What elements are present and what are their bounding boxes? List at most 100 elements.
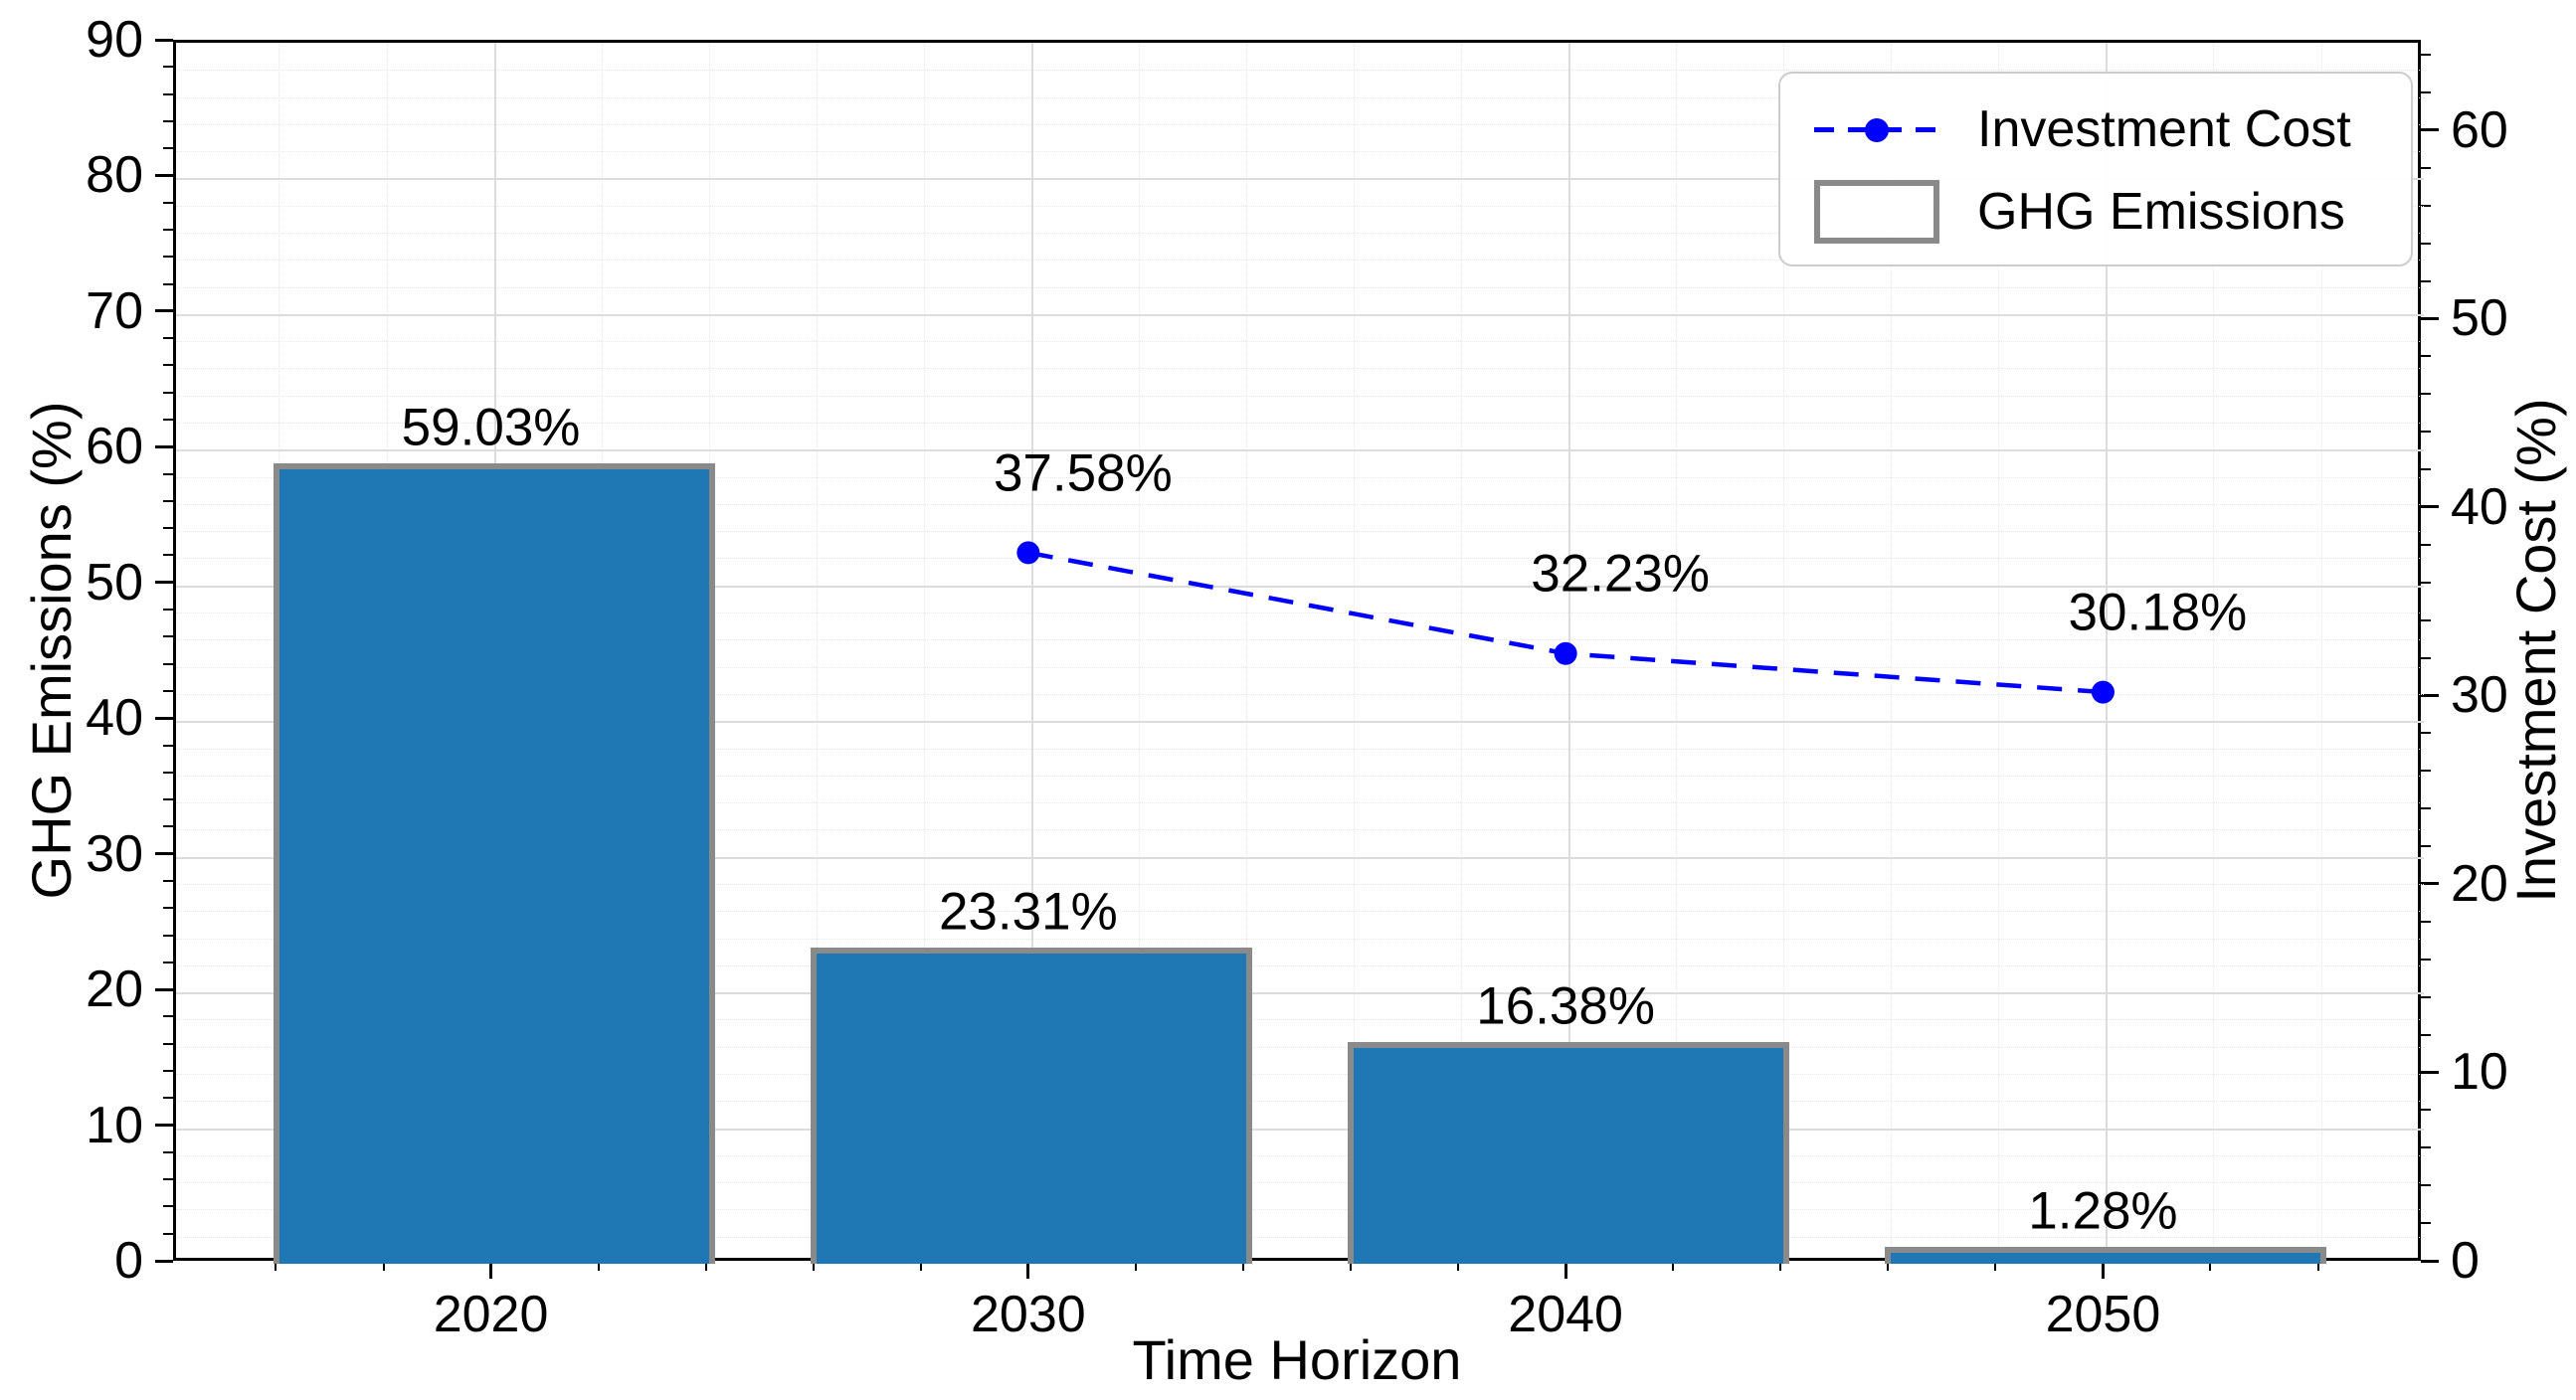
major-gridline-h: [176, 1128, 2424, 1131]
minor-gridline-h: [176, 1073, 2424, 1075]
legend-label-investment-cost: Investment Cost: [1977, 100, 2351, 158]
x-minor-tick: [1457, 1261, 1460, 1271]
x-minor-tick: [812, 1261, 815, 1271]
x-minor-tick: [1241, 1261, 1244, 1271]
x-minor-tick: [1994, 1261, 1997, 1271]
minor-gridline-v: [923, 43, 925, 1264]
minor-gridline-v: [1783, 43, 1785, 1264]
right-minor-tick: [2421, 1109, 2431, 1112]
minor-gridline-h: [176, 883, 2424, 885]
right-minor-tick: [2421, 920, 2431, 923]
right-major-tick: [2421, 128, 2439, 132]
x-minor-tick: [1779, 1261, 1782, 1271]
minor-gridline-h: [176, 395, 2424, 397]
minor-gridline-h: [176, 775, 2424, 777]
major-gridline-v: [1030, 43, 1033, 1264]
major-gridline-v: [2106, 43, 2109, 1264]
left-minor-tick: [163, 689, 173, 692]
minor-gridline-h: [176, 666, 2424, 668]
major-gridline-h: [176, 856, 2424, 859]
x-tick-label-2050: 2050: [2045, 1286, 2161, 1343]
right-tick-label-60: 60: [2451, 100, 2508, 159]
right-minor-tick: [2421, 355, 2431, 358]
right-minor-tick: [2421, 1184, 2431, 1187]
x-minor-tick: [1672, 1261, 1675, 1271]
minor-gridline-h: [176, 802, 2424, 804]
x-major-tick: [1026, 1261, 1030, 1279]
right-major-tick: [2421, 693, 2439, 697]
line-marker-2050: [2091, 680, 2115, 704]
left-minor-tick: [163, 229, 173, 232]
minor-gridline-h: [176, 693, 2424, 695]
left-tick-label-10: 10: [86, 1096, 143, 1154]
right-minor-tick: [2421, 845, 2431, 848]
minor-gridline-h: [176, 1182, 2424, 1184]
minor-gridline-h: [176, 503, 2424, 505]
minor-gridline-v: [1245, 43, 1247, 1264]
left-tick-label-80: 80: [86, 146, 143, 205]
minor-gridline-h: [176, 1046, 2424, 1048]
left-major-tick: [155, 581, 173, 585]
left-minor-tick: [163, 1097, 173, 1100]
minor-gridline-h: [176, 260, 2424, 262]
minor-gridline-h: [176, 286, 2424, 288]
x-minor-tick: [2316, 1261, 2319, 1271]
minor-gridline-h: [176, 1209, 2424, 1211]
legend-item-ghg-emissions: GHG Emissions: [1814, 180, 2377, 245]
minor-gridline-h: [176, 531, 2424, 533]
minor-gridline-h: [176, 938, 2424, 940]
x-tick-label-2020: 2020: [433, 1286, 549, 1343]
left-minor-tick: [163, 1150, 173, 1153]
left-major-tick: [155, 1124, 173, 1128]
left-minor-tick: [163, 609, 173, 612]
left-major-tick: [155, 444, 173, 448]
right-major-tick: [2421, 882, 2439, 886]
x-tick-label-2040: 2040: [1508, 1286, 1623, 1343]
x-minor-tick: [1350, 1261, 1353, 1271]
left-minor-tick: [163, 554, 173, 557]
left-minor-tick: [163, 771, 173, 774]
right-minor-tick: [2421, 54, 2431, 57]
minor-gridline-h: [176, 1154, 2424, 1156]
right-minor-tick: [2421, 431, 2431, 434]
right-major-tick: [2421, 505, 2439, 509]
left-tick-label-30: 30: [86, 824, 143, 883]
minor-gridline-v: [1998, 43, 2000, 1264]
minor-gridline-h: [176, 558, 2424, 560]
left-minor-tick: [163, 147, 173, 150]
left-minor-tick: [163, 282, 173, 285]
right-major-tick: [2421, 1259, 2439, 1263]
line-value-label-2040: 32.23%: [1531, 544, 1711, 604]
minor-gridline-h: [176, 1101, 2424, 1103]
left-minor-tick: [163, 825, 173, 828]
right-minor-tick: [2421, 1222, 2431, 1225]
right-minor-tick: [2421, 618, 2431, 621]
left-minor-tick: [163, 961, 173, 963]
right-minor-tick: [2421, 732, 2431, 735]
minor-gridline-h: [176, 123, 2424, 125]
x-minor-tick: [597, 1261, 600, 1271]
x-tick-label-2030: 2030: [971, 1286, 1086, 1343]
right-minor-tick: [2421, 656, 2431, 659]
legend-dashed-line-icon: [1814, 117, 1939, 142]
left-major-tick: [155, 987, 173, 991]
minor-gridline-h: [176, 964, 2424, 966]
investment-cost-line: [1016, 541, 2115, 704]
x-minor-tick: [2209, 1261, 2212, 1271]
left-major-tick: [155, 173, 173, 177]
right-tick-label-50: 50: [2451, 289, 2508, 348]
left-minor-tick: [163, 1015, 173, 1018]
left-minor-tick: [163, 256, 173, 259]
right-minor-tick: [2421, 279, 2431, 282]
x-minor-tick: [382, 1261, 385, 1271]
line-value-label-2030: 37.58%: [993, 443, 1173, 503]
left-minor-tick: [163, 472, 173, 475]
major-gridline-h: [176, 178, 2424, 181]
right-minor-tick: [2421, 242, 2431, 245]
left-minor-tick: [163, 662, 173, 665]
left-tick-label-50: 50: [86, 553, 143, 612]
left-tick-label-0: 0: [114, 1232, 143, 1290]
legend-marker-dot-icon: [1865, 117, 1889, 142]
right-minor-tick: [2421, 1033, 2431, 1036]
